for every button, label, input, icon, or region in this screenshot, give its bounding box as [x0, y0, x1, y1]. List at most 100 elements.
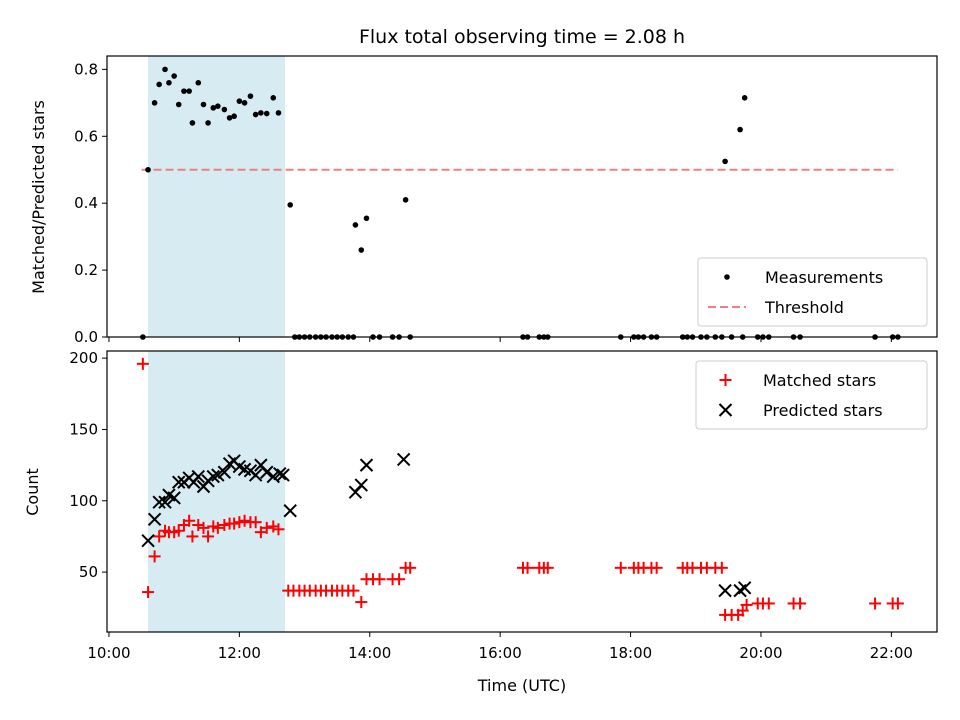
x-stroke-b: [191, 469, 205, 484]
x-tick-label: 20:00: [739, 644, 782, 662]
x-stroke-b: [283, 504, 297, 518]
legend-label-predicted: Predicted stars: [763, 401, 883, 420]
measurement-point: [186, 88, 192, 94]
legend-label-matched: Matched stars: [763, 371, 876, 390]
predicted-star-point: [737, 581, 752, 595]
measurement-point: [263, 110, 270, 117]
matched-star-point: [202, 530, 215, 543]
legend-label-measurements: Measurements: [765, 268, 883, 287]
y-tick-label: 0.4: [74, 194, 98, 212]
measurement-point: [287, 202, 294, 208]
y-tick-label: 0.0: [74, 328, 98, 346]
panel-match-ratio: 0.00.20.40.60.8 Matched/Predicted stars …: [29, 55, 938, 346]
measurement-point: [156, 81, 162, 88]
axes-frame-top: [106, 55, 938, 338]
matched-star-point: [172, 524, 185, 537]
legend-box-bottom: [695, 360, 928, 430]
legend-bottom: Matched stars Predicted stars: [695, 360, 928, 430]
predicted-star-point: [276, 468, 290, 482]
predicted-star-point: [248, 468, 263, 482]
matched-star-point: [249, 516, 262, 529]
y-axis-ticks-top: 0.0 0.2 0.4 0.6 0.8: [74, 60, 107, 346]
matched-star-point: [404, 561, 417, 574]
matched-star-point: [347, 584, 360, 597]
x-stroke-b: [273, 466, 287, 481]
matched-star-point: [153, 530, 166, 543]
x-tick-label: 18:00: [609, 644, 652, 662]
predicted-star-point: [283, 504, 297, 518]
x-stroke-b: [718, 583, 732, 598]
panel-star-counts: 50 100 150 200 10:00 12:00 14:00 16:00 18:00 20:…: [23, 349, 938, 695]
matched-star-point: [142, 586, 155, 599]
predicted-star-point: [147, 512, 162, 527]
x-tick-label: 12:00: [218, 644, 261, 662]
predicted-star-point: [217, 465, 232, 479]
y-tick-label: 100: [69, 492, 98, 510]
x-stroke-b: [147, 512, 162, 527]
matched-star-point: [136, 357, 149, 370]
measurement-point: [737, 126, 743, 133]
matched-star-point: [521, 561, 534, 574]
y-tick-label: 0.2: [74, 261, 98, 279]
measurement-point: [275, 110, 282, 116]
matched-star-point: [211, 521, 224, 534]
predicted-star-point: [206, 469, 220, 484]
x-tick-label: 16:00: [479, 644, 522, 662]
x-stroke-b: [158, 495, 172, 509]
matched-star-point: [355, 596, 368, 609]
x-stroke-b: [737, 581, 752, 595]
x-stroke-b: [162, 488, 176, 502]
matched-star-point: [762, 597, 775, 610]
y-tick-label: 200: [69, 349, 98, 367]
x-stroke-b: [237, 462, 252, 477]
x-stroke-b: [354, 478, 368, 492]
legend-marker-measurements: [724, 274, 730, 280]
predicted-star-point: [354, 478, 368, 492]
legend-top: Measurements Threshold: [697, 257, 928, 327]
x-stroke-b: [359, 458, 374, 472]
measurement-point: [252, 111, 259, 118]
matched-star-point: [197, 521, 210, 534]
y-tick-label: 0.8: [74, 60, 98, 78]
matched-star-point: [260, 521, 273, 534]
x-tick-label: 22:00: [870, 644, 913, 662]
observing-window-shade: [148, 56, 285, 337]
x-stroke-b: [276, 468, 290, 482]
x-stroke-b: [248, 468, 263, 482]
chart-title: Flux total observing time = 2.08 h: [359, 26, 685, 48]
measurement-point: [189, 120, 196, 126]
observing-window-shade: [148, 351, 285, 632]
y-tick-label: 150: [69, 420, 98, 438]
measurement-point: [722, 158, 728, 165]
measurement-point: [166, 79, 172, 86]
x-stroke-b: [396, 452, 411, 467]
x-stroke-b: [167, 491, 181, 505]
x-axis-ticks-top: [108, 337, 892, 342]
predicted-star-point: [260, 465, 274, 479]
measurement-point: [363, 215, 370, 222]
measurement-point: [236, 98, 243, 104]
matched-star-point: [186, 530, 199, 543]
measurement-point: [200, 101, 207, 108]
predicted-star-point: [152, 495, 166, 509]
y-axis-ticks-bottom: 50 100 150 200: [69, 349, 107, 581]
x-stroke-b: [206, 469, 220, 484]
matched-star-point: [373, 573, 386, 586]
matched-star-point: [233, 516, 246, 529]
predicted-star-point: [396, 452, 411, 467]
measurement-point: [145, 166, 151, 173]
predicted-star-point: [718, 583, 732, 598]
x-axis-ticks-bottom: 10:00 12:00 14:00 16:00 18:00 20:00 22:00: [87, 632, 913, 662]
predicted-star-point: [158, 495, 172, 509]
matched-star-point: [715, 561, 728, 574]
x-stroke-b: [217, 465, 232, 479]
measurement-point: [205, 120, 211, 126]
matched-star-point: [393, 573, 406, 586]
legend-label-threshold: Threshold: [764, 298, 844, 317]
measurement-point: [741, 95, 748, 101]
measurement-point: [210, 105, 217, 111]
measurement-point: [221, 106, 228, 113]
x-stroke-b: [232, 459, 247, 474]
matched-star-point: [218, 519, 231, 532]
